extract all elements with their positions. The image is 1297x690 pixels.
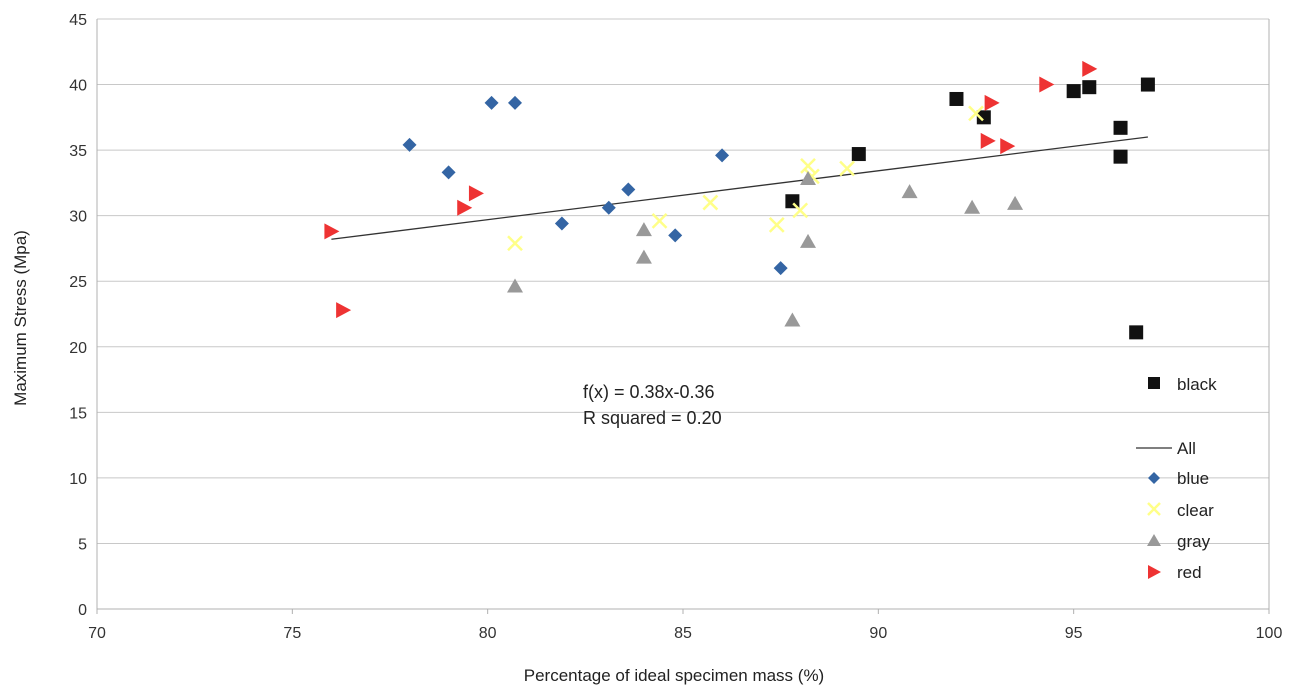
black-point-4 [976, 110, 991, 125]
y-axis-title: Maximum Stress (Mpa) [11, 230, 30, 406]
legend-red-label: red [1177, 563, 1202, 582]
legend-black-marker [1148, 377, 1160, 389]
y-tick-label-45: 45 [69, 12, 87, 29]
y-tick-label-30: 30 [69, 209, 87, 226]
y-tick-label-5: 5 [78, 536, 87, 553]
gray-point-1 [507, 278, 524, 293]
legend-item-red: red [1148, 563, 1202, 582]
y-tick-labels: 0 5 10 15 20 25 30 35 40 45 [69, 12, 87, 619]
blue-point-3 [484, 95, 499, 110]
y-tick-label-10: 10 [69, 471, 87, 488]
red-point-6 [984, 94, 1000, 111]
x-tick-label-100: 100 [1256, 625, 1283, 642]
red-point-9 [1082, 60, 1098, 77]
blue-point-4 [508, 95, 523, 110]
legend-item-clear: clear [1147, 501, 1214, 520]
y-tick-label-35: 35 [69, 143, 87, 160]
legend-item-all: All [1136, 439, 1196, 458]
trendline-r-squared: R squared = 0.20 [583, 408, 722, 428]
x-tick-label-75: 75 [283, 625, 301, 642]
legend-all-label: All [1177, 439, 1196, 458]
grid-lines [97, 18, 1269, 544]
legend: black All blue clear gray red [1136, 375, 1217, 582]
clear-point-1 [507, 235, 523, 252]
gray-point-5 [800, 233, 817, 248]
legend-black-label: black [1177, 375, 1217, 394]
clear-point-6 [800, 157, 816, 174]
black-point-6 [1082, 80, 1097, 95]
gray-point-2 [635, 222, 652, 237]
legend-clear-label: clear [1177, 501, 1214, 520]
red-point-3 [457, 199, 473, 216]
gray-point-3 [635, 249, 652, 264]
legend-item-black: black [1148, 375, 1217, 394]
clear-point-4 [768, 216, 785, 233]
black-point-3 [949, 91, 964, 106]
gray-point-7 [901, 184, 918, 199]
x-tick-label-80: 80 [479, 625, 497, 642]
red-point-5 [980, 132, 996, 149]
black-point-10 [1140, 77, 1155, 92]
red-point-7 [1000, 138, 1016, 155]
x-tick-label-90: 90 [869, 625, 887, 642]
blue-point-10 [773, 261, 788, 276]
blue-point-6 [601, 200, 616, 215]
black-point-5 [1066, 84, 1081, 99]
x-axis-title: Percentage of ideal specimen mass (%) [524, 666, 824, 685]
trendline-layer [331, 136, 1148, 240]
blue-point-7 [621, 182, 636, 197]
legend-item-gray: gray [1147, 532, 1211, 551]
blue-point-8 [668, 228, 683, 243]
red-point-1 [324, 223, 340, 240]
legend-red-marker [1148, 565, 1161, 579]
blue-point-2 [441, 165, 456, 180]
blue-point-1 [402, 137, 417, 152]
y-tick-label-20: 20 [69, 340, 87, 357]
black-point-9 [1129, 325, 1144, 340]
clear-point-8 [839, 160, 855, 177]
y-tick-label-15: 15 [69, 405, 87, 422]
gray-point-9 [1007, 195, 1024, 210]
data-points [324, 60, 1155, 340]
gray-point-6 [800, 170, 817, 185]
legend-clear-marker [1147, 502, 1161, 516]
y-tick-label-0: 0 [78, 602, 87, 619]
clear-point-9 [968, 105, 984, 122]
clear-point-2 [651, 213, 668, 229]
trendline-all [331, 136, 1148, 240]
blue-point-5 [554, 216, 569, 231]
legend-blue-marker [1148, 472, 1160, 484]
legend-item-blue: blue [1148, 469, 1209, 488]
legend-gray-marker [1147, 534, 1161, 546]
black-point-2 [851, 147, 866, 162]
black-point-8 [1113, 149, 1128, 164]
x-tick-label-70: 70 [88, 625, 106, 642]
red-point-8 [1039, 76, 1055, 93]
gray-point-8 [964, 199, 981, 214]
x-tick-label-95: 95 [1065, 625, 1083, 642]
legend-blue-label: blue [1177, 469, 1209, 488]
x-tick-label-85: 85 [674, 625, 692, 642]
red-point-4 [468, 185, 484, 202]
gray-point-4 [784, 312, 801, 327]
legend-gray-label: gray [1177, 532, 1211, 551]
trendline-equation: f(x) = 0.38x-0.36 [583, 382, 715, 402]
y-tick-label-25: 25 [69, 274, 87, 291]
x-tick-labels: 70 75 80 85 90 95 100 [88, 625, 1282, 642]
clear-point-5 [792, 202, 809, 219]
blue-point-9 [715, 148, 730, 163]
clear-point-3 [702, 194, 719, 211]
axes [96, 19, 1270, 614]
black-point-7 [1113, 120, 1128, 135]
y-tick-label-40: 40 [69, 78, 87, 95]
red-point-2 [336, 302, 352, 319]
